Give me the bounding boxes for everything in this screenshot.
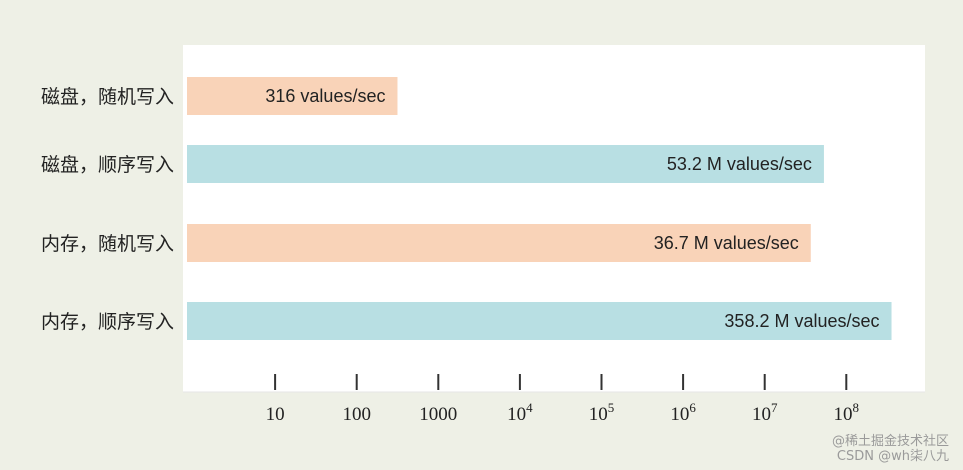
x-tick-label-6: 106 (670, 400, 696, 425)
bar-value-label-2: 53.2 M values/sec (667, 154, 812, 174)
category-label-4: 内存，顺序写入 (41, 311, 174, 333)
bar-1 (187, 77, 398, 115)
category-label-2: 磁盘，顺序写入 (41, 154, 174, 176)
bar-2 (187, 145, 824, 183)
value-labels-layer: 316 values/sec 53.2 M values/sec 36.7 M va… (265, 86, 879, 331)
watermark: @稀土掘金技术社区 CSDN @wh柒八九 (832, 434, 949, 464)
watermark-line-2: CSDN @wh柒八九 (836, 449, 949, 464)
category-label-3: 内存，随机写入 (41, 233, 174, 255)
bar-value-label-1: 316 values/sec (265, 86, 385, 106)
bar-4 (187, 302, 892, 340)
x-tick-label-2: 100 (342, 404, 371, 425)
bars-layer (187, 77, 892, 340)
bar-3 (187, 224, 811, 262)
x-tick-label-8: 108 (834, 400, 860, 425)
x-tick-label-1: 10 (266, 404, 285, 425)
bar-value-label-3: 36.7 M values/sec (654, 233, 799, 253)
x-tick-label-5: 105 (589, 400, 615, 425)
x-tick-label-3: 1000 (419, 404, 457, 425)
bar-value-label-4: 358.2 M values/sec (724, 311, 879, 331)
x-tick-label-4: 104 (507, 400, 533, 425)
x-tick-label-7: 107 (752, 400, 778, 425)
category-label-1: 磁盘，随机写入 (41, 86, 174, 108)
x-axis: 10 100 1000 104 105 106 107 108 (183, 374, 925, 425)
watermark-line-1: @稀土掘金技术社区 (831, 434, 949, 449)
